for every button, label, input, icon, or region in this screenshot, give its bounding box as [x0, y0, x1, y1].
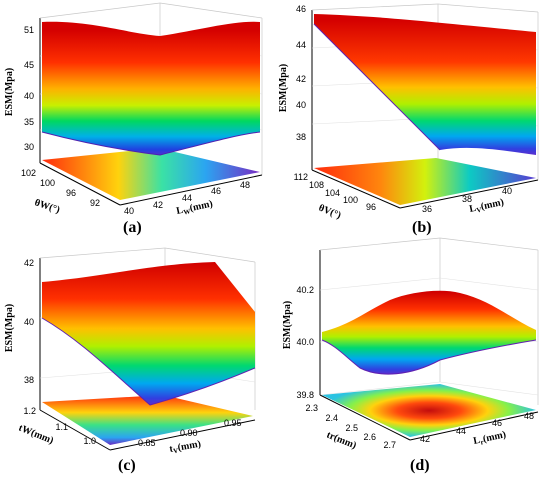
- panel-a: 51 45 40 35 30 ESM(Mpa) 102 100 96 92 θW…: [4, 2, 263, 236]
- panel-a-ztick-3: 35: [24, 117, 34, 127]
- panel-b-surface-left-edge: [313, 23, 441, 151]
- panel-d-xtick-3: 48: [524, 411, 534, 421]
- panel-b-zlabel: ESM(Mpa): [278, 64, 289, 112]
- panel-d-ztick-2: 39.8: [296, 390, 314, 400]
- panel-a-surface: [42, 21, 260, 156]
- panel-c-ylabel: tW(mm): [17, 423, 55, 447]
- panel-b-ztick-4: 38: [296, 132, 306, 142]
- panel-b-ztick-1: 44: [296, 40, 306, 50]
- panel-a-ztick-1: 45: [24, 60, 34, 70]
- panel-a-xtick-4: 48: [240, 180, 250, 190]
- panel-d-caption: (d): [410, 457, 430, 474]
- panel-c: 42 40 38 ESM(Mpa) 1.2 1.1 1.0 tW(mm) 0.8…: [4, 247, 256, 474]
- panel-a-xtick-2: 44: [182, 193, 192, 203]
- panel-b-xtick-2: 40: [502, 186, 512, 196]
- panel-d-ytick-4: 2.7: [383, 440, 396, 450]
- panel-b-ytick-4: 96: [366, 202, 376, 212]
- panel-b-caption: (b): [412, 219, 432, 236]
- panel-a-caption: (a): [123, 219, 142, 236]
- panel-a-zlabel: ESM(Mpa): [4, 68, 15, 116]
- panel-a-ylabel: θW(°): [33, 197, 61, 215]
- panel-b-ytick-1: 108: [309, 180, 324, 190]
- panel-c-ytick-0: 1.2: [23, 406, 36, 416]
- panel-c-ytick-1: 1.1: [55, 422, 68, 432]
- panel-d-surface: [322, 290, 536, 375]
- panel-d: 40.2 40.0 39.8 ESM(Mpa) 2.3 2.4 2.5 2.6 …: [282, 237, 539, 474]
- panel-c-ztick-1: 40: [24, 317, 34, 327]
- panel-a-surface-front-edge: [41, 131, 261, 156]
- panel-b-xtick-1: 38: [462, 194, 472, 204]
- panel-c-surface-front-edge: [41, 317, 256, 406]
- panel-c-surface: [42, 262, 255, 405]
- panel-c-xlabel: tV(mm): [169, 439, 202, 456]
- panel-c-xtick-1: 0.90: [180, 428, 198, 438]
- panel-d-ztick-0: 40.2: [296, 285, 314, 295]
- panel-a-ytick-1: 100: [40, 178, 55, 188]
- panel-c-xtick-2: 0.95: [224, 418, 242, 428]
- panel-b-ylabel: θV(°): [317, 203, 343, 222]
- panel-a-contour-floor: [42, 148, 260, 200]
- panel-d-xtick-1: 44: [456, 426, 466, 436]
- panel-b-xtick-0: 36: [422, 204, 432, 214]
- panel-b-ztick-0: 46: [296, 4, 306, 14]
- panel-a-ytick-3: 92: [90, 198, 100, 208]
- panel-b-ytick-0: 112: [294, 172, 308, 182]
- panel-d-surface-front-edge: [321, 339, 537, 375]
- panel-d-contour-floor: [322, 384, 536, 437]
- panel-c-contour-floor: [42, 395, 253, 445]
- panel-c-caption: (c): [118, 457, 136, 474]
- panel-d-ytick-2: 2.5: [345, 423, 358, 433]
- panel-d-ytick-0: 2.3: [305, 403, 318, 413]
- panel-c-ztick-2: 38: [24, 375, 34, 385]
- panel-c-xtick-0: 0.85: [138, 438, 156, 448]
- panel-d-ztick-1: 40.0: [296, 337, 314, 347]
- panel-d-ytick-3: 2.6: [363, 432, 376, 442]
- panel-a-xtick-0: 40: [124, 206, 134, 216]
- panel-d-ytick-1: 2.4: [325, 413, 338, 423]
- panel-b-surface: [314, 14, 536, 155]
- panel-a-ztick-2: 40: [24, 91, 34, 101]
- panel-a-xlabel: LW(mm): [175, 198, 214, 217]
- panel-b-ztick-3: 40: [296, 100, 306, 110]
- panel-c-zlabel: ESM(Mpa): [4, 304, 15, 352]
- panel-b-ytick-2: 104: [325, 188, 340, 198]
- panel-a-ytick-0: 102: [21, 168, 36, 178]
- panel-b-contour-floor: [314, 158, 536, 205]
- panel-b: 46 44 42 40 38 ESM(Mpa) 112 108 104 100 …: [278, 3, 539, 236]
- panel-d-xlabel: Lr(mm): [472, 429, 507, 448]
- panel-b-ytick-3: 100: [343, 195, 358, 205]
- panel-a-xtick-1: 42: [153, 200, 163, 210]
- panel-c-ztick-0: 42: [24, 258, 34, 268]
- panel-a-ztick-0: 51: [24, 25, 34, 35]
- panel-c-ytick-2: 1.0: [83, 436, 96, 446]
- panel-a-ztick-4: 30: [24, 142, 34, 152]
- panel-a-ytick-2: 96: [66, 188, 76, 198]
- panel-d-xtick-2: 46: [492, 418, 502, 428]
- panel-b-ztick-2: 42: [296, 74, 306, 84]
- panel-b-xlabel: LV(mm): [468, 197, 505, 216]
- panel-d-zlabel: ESM(Mpa): [282, 301, 293, 349]
- panel-a-xtick-3: 46: [211, 186, 221, 196]
- panel-d-xtick-0: 42: [420, 434, 430, 444]
